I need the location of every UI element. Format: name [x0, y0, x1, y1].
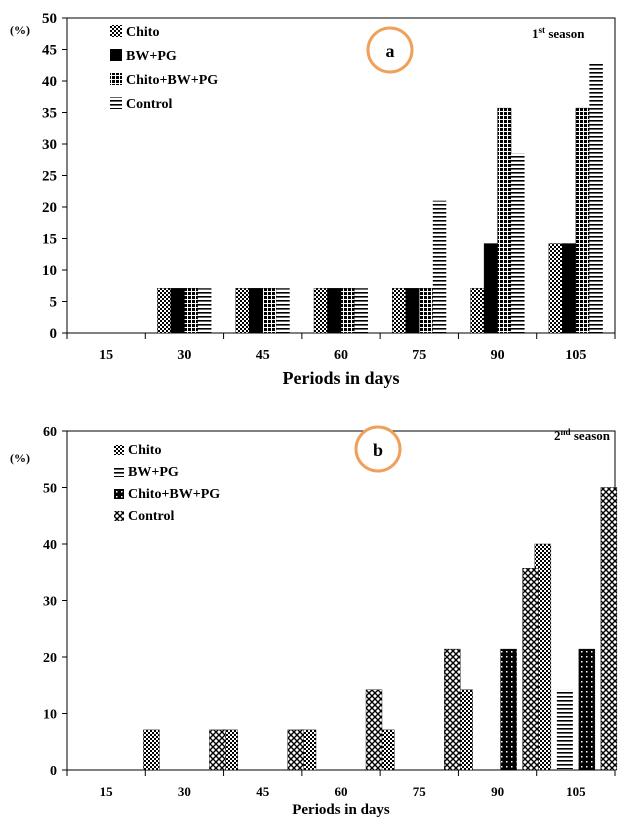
legend-label: Chito+BW+PG	[126, 73, 218, 88]
bar-chito-bw-pg-90	[500, 648, 517, 771]
bar-chito-90	[470, 288, 485, 334]
panel-letter: b	[373, 440, 383, 460]
legend-swatch	[114, 511, 124, 521]
bar-control-105	[589, 63, 603, 334]
bar-control-45	[287, 729, 304, 771]
y-tick-label: 30	[43, 595, 57, 610]
legend-label: Control	[126, 97, 173, 112]
legend-swatch	[114, 467, 124, 477]
y-tick-label: 40	[43, 538, 57, 553]
legend-label: BW+PG	[126, 49, 177, 64]
x-tick-label: 60	[335, 784, 348, 799]
bar-chito-bw-pg-30	[184, 288, 199, 334]
panel-a: 0 5 10 15 20 25 30 35 40 45 50 15 30 45 60 75 90 105 Chito…	[10, 11, 616, 388]
y-tick-label: 10	[42, 263, 57, 279]
x-tick-label: 105	[566, 784, 586, 799]
bar-chito-60	[313, 288, 328, 334]
legend-swatch	[114, 445, 124, 455]
y-tick-label: 5	[50, 295, 58, 311]
y-tick-label: 50	[43, 482, 57, 497]
bar-bw-pg-45	[249, 288, 263, 334]
bar-control-105	[600, 487, 618, 771]
legend-label: Control	[128, 509, 175, 524]
y-tick-label: 60	[43, 425, 57, 440]
bar-chito-bw-pg-105	[578, 648, 596, 771]
bar-chito-105	[548, 243, 563, 334]
y-axis-label: (%)	[10, 451, 30, 465]
bar-control-90	[511, 153, 525, 333]
y-tick-label: 35	[42, 106, 57, 122]
x-tick-label: 60	[334, 348, 348, 363]
x-axis-label: Periods in days	[282, 368, 399, 388]
legend-swatch	[110, 97, 122, 109]
bar-chito-bw-pg-105	[575, 107, 590, 334]
bar-chito-bw-pg-90	[497, 107, 512, 334]
bar-chito-bw-pg-45	[262, 288, 277, 334]
bar-chito-30	[157, 288, 172, 334]
y-tick-label: 20	[42, 200, 57, 216]
bar-chito-30	[143, 729, 160, 771]
panel-badge	[354, 425, 402, 473]
bar-chito-bw-pg-75	[419, 288, 433, 334]
season-label: 1st season	[532, 25, 585, 41]
bar-control-45	[276, 288, 290, 333]
x-tick-label: 75	[412, 348, 426, 363]
x-tick-label: 15	[100, 784, 114, 799]
y-axis-label: (%)	[10, 23, 30, 37]
legend-swatch	[110, 73, 122, 85]
bar-control-30	[209, 729, 226, 771]
x-tick-label: 30	[178, 784, 191, 799]
y-tick-label: 45	[42, 43, 57, 59]
bar-bw-pg-60	[327, 288, 342, 334]
legend-label: Chito	[126, 25, 159, 40]
panel-badge	[366, 26, 414, 74]
y-tick-label: 25	[42, 169, 57, 185]
bar-bw-pg-75	[405, 288, 420, 334]
y-tick-label: 15	[42, 232, 57, 248]
y-tick-label: 40	[42, 74, 57, 90]
legend-swatch	[110, 25, 122, 37]
x-tick-label: 90	[491, 348, 505, 363]
legend-swatch	[114, 489, 124, 499]
bar-chito-45	[235, 288, 250, 334]
y-tick-label: 0	[50, 764, 57, 779]
bar-bw-pg-90	[483, 243, 498, 334]
legend-label: Chito	[128, 443, 161, 458]
x-axis-label: Periods in days	[292, 802, 390, 818]
bar-bw-pg-30	[170, 288, 185, 334]
x-tick-label: 30	[177, 348, 191, 363]
x-tick-label: 45	[256, 348, 270, 363]
x-tick-label: 45	[256, 784, 270, 799]
y-tick-label: 10	[43, 708, 57, 723]
bar-bw-pg-105	[556, 689, 573, 770]
x-tick-label: 15	[99, 348, 113, 363]
y-tick-label: 0	[50, 326, 58, 342]
bar-chito-bw-pg-60	[340, 288, 355, 334]
y-tick-label: 20	[43, 651, 57, 666]
bar-bw-pg-105	[562, 243, 577, 334]
panel-b: 0 10 20 30 40 50 60 15 30 45 60 75 90 105 Chito BW+PG Ch…	[10, 425, 618, 818]
bar-chito-75	[392, 288, 406, 334]
y-tick-label: 30	[42, 137, 57, 153]
bar-control-30	[197, 288, 212, 333]
legend-label: Chito+BW+PG	[128, 487, 220, 502]
plot-frame	[66, 17, 616, 334]
bar-control-75	[432, 200, 447, 333]
legend-label: BW+PG	[128, 465, 179, 480]
bar-control-60	[354, 288, 368, 333]
x-tick-label: 75	[413, 784, 427, 799]
bar-control-90	[522, 568, 539, 771]
season-label: 2nd season	[554, 427, 611, 443]
x-tick-label: 90	[491, 784, 504, 799]
panel-letter: a	[386, 41, 395, 61]
y-tick-label: 50	[42, 11, 57, 27]
x-tick-label: 105	[565, 348, 586, 363]
bar-control-75	[444, 648, 461, 771]
legend-swatch	[110, 49, 122, 61]
bar-control-60	[365, 689, 383, 771]
